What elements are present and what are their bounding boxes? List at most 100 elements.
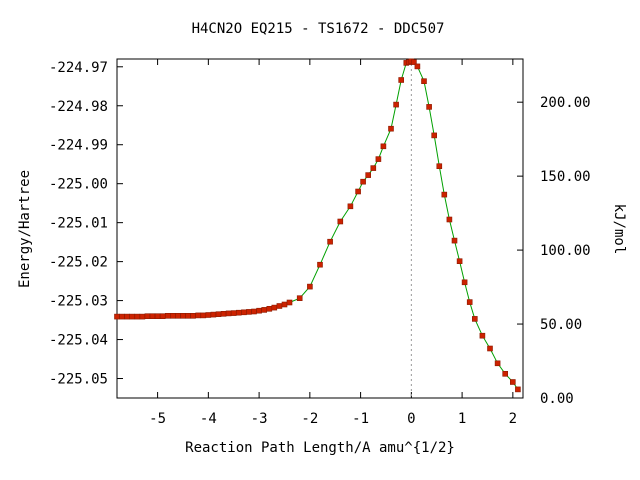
y2-tick-label: 50.00 (540, 317, 582, 333)
data-point (149, 313, 156, 320)
y-tick-label: -225.03 (49, 294, 108, 310)
data-point (154, 313, 161, 320)
data-point (441, 191, 448, 198)
data-point (190, 312, 196, 319)
y-tick-label: -224.97 (49, 60, 108, 76)
x-tick-label: -4 (200, 411, 217, 427)
data-point (281, 301, 288, 308)
data-point (114, 313, 120, 320)
data-point (225, 310, 232, 317)
data-point (426, 104, 432, 110)
x-axis-label: Reaction Path Length/A amu^{1/2} (185, 440, 455, 456)
data-point (380, 143, 387, 150)
data-point (365, 172, 372, 178)
x-tick-label: 2 (509, 411, 517, 427)
data-point (431, 132, 438, 139)
data-point (256, 307, 262, 314)
y2-tick-label: 150.00 (540, 169, 591, 185)
data-point (494, 360, 501, 367)
data-point (355, 188, 361, 195)
data-point (360, 178, 366, 185)
axes: -5 -4 -3 -2 -1 0 1 2 -224.97 -224.98 -224.99 -225.0… (49, 59, 591, 427)
y2-axis-label: kJ/mol (611, 204, 627, 255)
data-point (414, 63, 421, 70)
data-point (461, 279, 468, 286)
x-tick-label: 0 (407, 411, 415, 427)
data-point (375, 156, 382, 162)
data-point (411, 59, 417, 65)
data-point (471, 316, 478, 322)
data-point (466, 299, 473, 305)
data-point (246, 309, 252, 315)
y-axis-label: Energy/Hartree (17, 170, 33, 288)
data-point (271, 304, 278, 311)
data-point (296, 295, 303, 302)
y-tick-label: -225.05 (49, 372, 108, 388)
data-point (185, 312, 191, 319)
x-tick-label: -3 (251, 411, 268, 427)
data-point (124, 313, 130, 320)
data-point (286, 299, 293, 306)
data-point (398, 77, 405, 83)
data-point (327, 238, 333, 245)
y-tick-label: -224.98 (49, 99, 108, 115)
series-line (117, 60, 519, 390)
data-point (436, 163, 443, 169)
data-point (509, 379, 516, 385)
y-tick-label: -224.99 (49, 138, 108, 154)
data-point (276, 303, 283, 309)
x-tick-label: 1 (458, 411, 466, 427)
data-point (393, 101, 399, 108)
data-point (241, 309, 247, 316)
chart-title: H4CN2O EQ215 - TS1672 - DDC507 (192, 21, 445, 37)
data-point (451, 237, 458, 244)
y-tick-label: -225.04 (49, 333, 108, 349)
data-point (220, 310, 227, 317)
data-point (479, 332, 486, 339)
data-point (307, 283, 313, 290)
data-point (129, 313, 135, 320)
data-point (456, 258, 463, 265)
data-point (370, 165, 377, 171)
data-point (139, 313, 146, 320)
data-point (347, 203, 354, 210)
data-point (388, 125, 394, 132)
data-point (317, 261, 323, 268)
data-point (180, 312, 186, 319)
data-point (165, 312, 171, 319)
data-point (337, 218, 344, 225)
data-point (261, 307, 268, 313)
x-tick-label: -1 (352, 411, 369, 427)
data-point (215, 311, 222, 318)
data-point (200, 312, 207, 319)
data-point (210, 311, 217, 318)
data-point (515, 386, 521, 393)
data-point (144, 313, 151, 320)
y-tick-label: -225.02 (49, 255, 108, 271)
plot-frame (116, 58, 524, 399)
x-tick-label: -2 (301, 411, 318, 427)
data-point (195, 312, 201, 319)
data-point (446, 216, 453, 223)
data-points (114, 58, 521, 393)
data-point (134, 313, 141, 320)
data-point (266, 305, 273, 312)
y2-tick-label: 0.00 (540, 391, 574, 407)
y2-tick-label: 200.00 (540, 95, 591, 111)
x-tick-label: -5 (149, 411, 166, 427)
data-point (119, 313, 125, 320)
data-point (230, 310, 237, 316)
y-tick-label: -225.01 (49, 216, 108, 232)
y2-tick-label: 100.00 (540, 243, 591, 259)
data-point (170, 312, 176, 319)
data-point (421, 78, 427, 84)
data-point (159, 313, 166, 320)
data-point (502, 370, 509, 377)
data-point (487, 345, 493, 352)
y-tick-label: -225.00 (49, 177, 108, 193)
data-point (236, 309, 242, 316)
data-point (205, 312, 212, 318)
data-point (175, 312, 181, 319)
data-point (251, 308, 257, 315)
